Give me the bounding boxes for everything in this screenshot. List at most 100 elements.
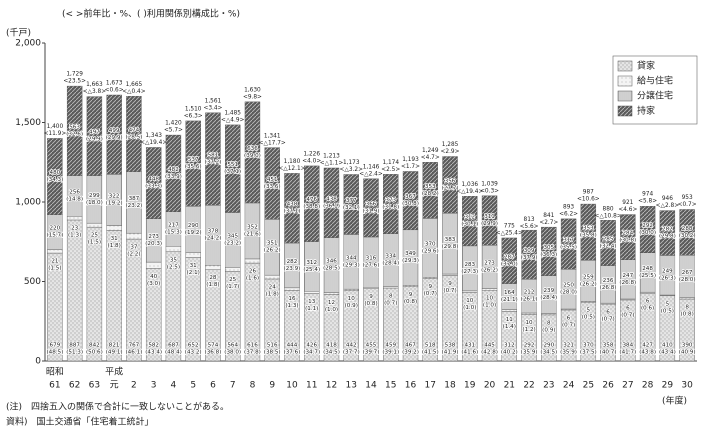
value-label: 427 <box>642 343 653 349</box>
bar-segment <box>442 156 458 214</box>
total-label: 1,193 <box>402 157 419 163</box>
share-label: (29.9) <box>106 135 123 141</box>
share-label: (28.5) <box>125 134 142 140</box>
share-label: (3.0) <box>147 281 160 287</box>
value-label: 164 <box>504 290 515 296</box>
y-tick-label: 1,500 <box>15 118 41 128</box>
value-label: 284 <box>623 231 634 237</box>
share-label: (42.8) <box>481 350 498 356</box>
value-label: 353 <box>583 226 594 232</box>
share-label: (39.7) <box>363 350 380 356</box>
x-tick-label: 61 <box>49 381 60 391</box>
share-label: (27.3) <box>461 269 478 275</box>
bar-segment <box>501 309 518 312</box>
value-label: 8 <box>547 320 551 326</box>
value-label: 351 <box>267 241 278 247</box>
change-label: <10.6> <box>577 197 600 203</box>
bar-segment <box>145 147 162 219</box>
change-label: <4.6> <box>618 207 637 213</box>
value-label: 299 <box>89 193 100 199</box>
share-label: (0.7) <box>384 301 397 307</box>
share-label: (37.0) <box>501 261 518 267</box>
total-label: 1,039 <box>481 181 498 187</box>
total-label: 1,420 <box>165 121 182 127</box>
bar-segment <box>165 134 182 212</box>
bar-segment <box>620 214 636 260</box>
share-label: (26.1) <box>521 297 538 303</box>
share-label: (0.9) <box>345 303 358 309</box>
x-tick-label: 9 <box>269 381 275 391</box>
value-label: 322 <box>109 193 120 199</box>
bar-segment <box>66 216 83 221</box>
value-label: 6 <box>646 299 650 305</box>
share-label: (33.3) <box>145 184 162 190</box>
value-label: 239 <box>543 288 554 294</box>
total-label: 1,285 <box>442 142 459 148</box>
total-label: 880 <box>603 207 614 213</box>
value-label: 516 <box>267 343 278 349</box>
change-label: <△19.4> <box>140 140 167 146</box>
share-label: (49.1) <box>106 350 123 356</box>
share-label: (36.3) <box>540 252 557 258</box>
x-tick-label: 14 <box>365 381 377 391</box>
share-label: (1.7) <box>226 284 239 290</box>
total-label: 1,343 <box>145 133 162 139</box>
value-label: 370 <box>425 241 436 247</box>
share-label: (1.3) <box>285 303 298 309</box>
value-label: 418 <box>326 343 337 349</box>
x-tick-label: 30 <box>681 381 693 391</box>
share-label: (0.7) <box>424 291 437 297</box>
change-label: <△2.4> <box>359 171 383 177</box>
y-tick-label: 0 <box>35 357 41 367</box>
bar-segment <box>185 252 201 258</box>
bar-segment <box>264 274 280 280</box>
share-label: (21.1) <box>501 297 518 303</box>
change-label: <△17.7> <box>259 140 286 146</box>
value-label: 309 <box>524 248 535 254</box>
share-label: (27.7) <box>442 185 459 191</box>
total-label: 1,341 <box>264 133 281 139</box>
share-label: (37.2) <box>205 159 222 165</box>
share-label: (43.4) <box>659 350 676 356</box>
value-label: 480 <box>50 170 61 176</box>
change-label: <6.3> <box>184 113 203 119</box>
share-label: (14.8) <box>66 196 83 202</box>
share-label: (29.8) <box>442 244 459 250</box>
value-label: 317 <box>563 238 574 244</box>
value-label: 451 <box>267 177 278 183</box>
era-label: 平成 <box>105 366 123 378</box>
share-label: (50.6) <box>86 350 103 356</box>
value-label: 249 <box>662 269 673 275</box>
value-label: 8 <box>685 304 689 310</box>
value-label: 35 <box>170 257 178 263</box>
total-label: 1,146 <box>363 164 380 170</box>
value-label: 282 <box>287 259 298 265</box>
bar-segment <box>442 273 458 276</box>
x-tick-label: 2 <box>131 381 137 391</box>
value-label: 448 <box>148 177 159 183</box>
change-label: <△3.2> <box>340 167 364 173</box>
value-label: 24 <box>269 284 277 290</box>
share-label: (29.3) <box>402 258 419 264</box>
share-label: (41.9) <box>442 350 459 356</box>
total-label: 1,673 <box>106 80 123 86</box>
bar-segment <box>86 96 103 176</box>
share-label: (38.5) <box>264 350 281 356</box>
x-tick-label: 24 <box>563 381 575 391</box>
total-label: 1,174 <box>382 160 399 166</box>
value-label: 247 <box>623 273 634 279</box>
share-label: (21.6) <box>244 231 261 237</box>
bar-segment <box>205 112 221 206</box>
total-label: 1,213 <box>323 154 340 160</box>
share-label: (30.1) <box>461 222 478 228</box>
value-label: 8 <box>389 294 393 300</box>
bar-segment <box>363 178 379 238</box>
share-label: (40.7) <box>600 350 617 356</box>
value-label: 273 <box>148 234 159 240</box>
share-label: (41.5) <box>422 350 439 356</box>
value-label: 455 <box>366 343 377 349</box>
value-label: 10 <box>486 296 494 302</box>
value-label: 9 <box>448 281 452 287</box>
value-label: 582 <box>148 343 159 349</box>
x-tick-label: 21 <box>504 381 515 391</box>
